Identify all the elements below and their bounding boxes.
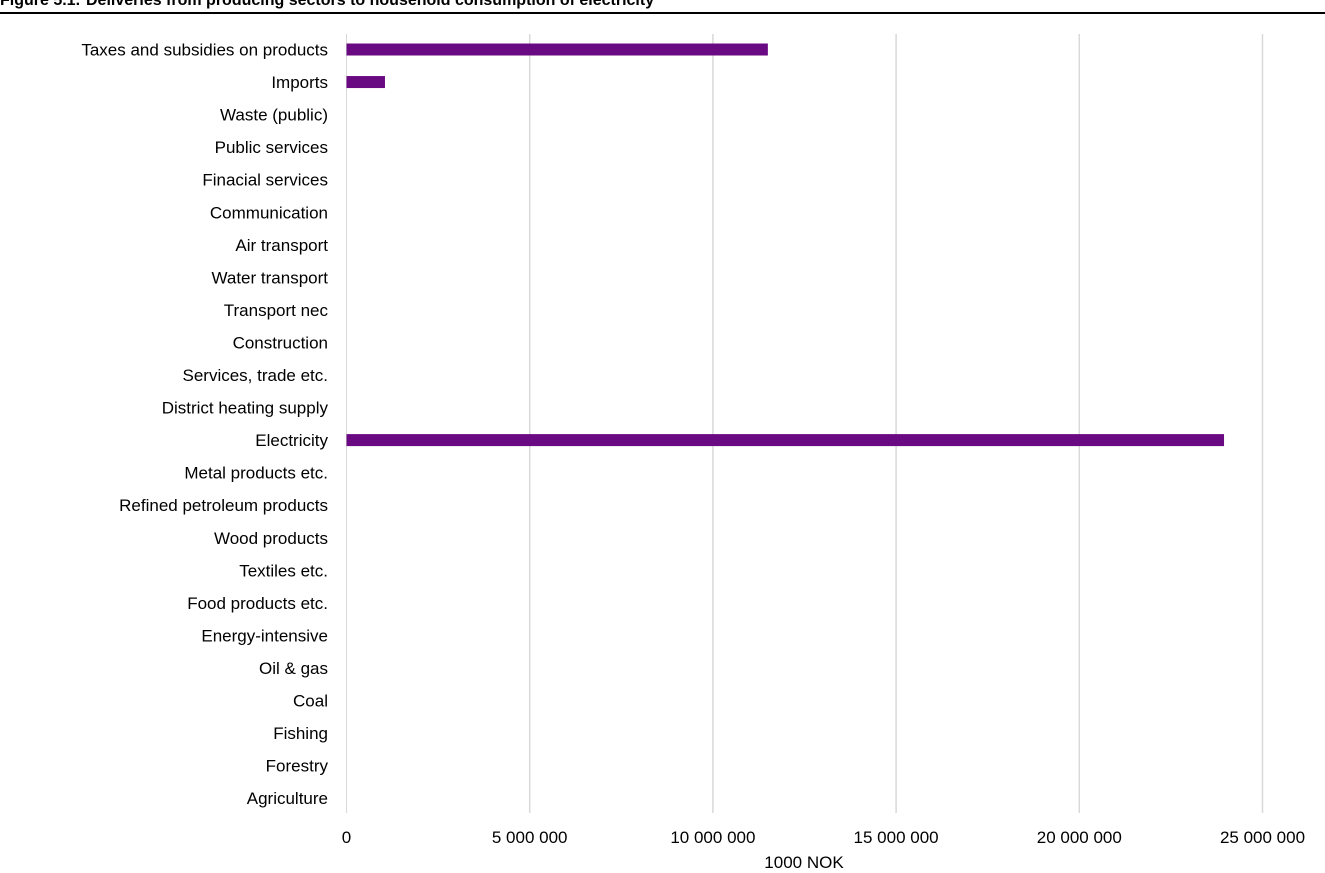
bars [346, 43, 1225, 447]
category-label: Air transport [235, 236, 328, 255]
category-labels: Taxes and subsidies on products Imports Wa… [81, 41, 328, 809]
x-axis-title: 1000 NOK [764, 853, 844, 872]
category-label: Services, trade etc. [182, 366, 328, 385]
category-label: Fishing [273, 724, 328, 743]
x-tick-label: 20 000 000 [1037, 828, 1122, 847]
category-label: Wood products [214, 529, 328, 548]
gridlines [346, 34, 1264, 813]
category-label: Forestry [266, 757, 329, 776]
category-label: Coal [293, 692, 328, 711]
figure-label: Figure 5.1. [0, 0, 81, 9]
category-label: Food products etc. [187, 594, 328, 613]
bar [346, 434, 1225, 447]
figure-caption: Figure 5.1. Deliveries from producing sec… [0, 0, 1325, 12]
category-label: Taxes and subsidies on products [81, 41, 328, 60]
x-tick-label: 15 000 000 [854, 828, 939, 847]
bar [346, 76, 385, 89]
caption-rule [0, 12, 1325, 14]
category-label: Communication [210, 203, 328, 222]
category-label: Imports [271, 73, 328, 92]
category-label: Oil & gas [259, 659, 328, 678]
category-label: Finacial services [202, 171, 328, 190]
category-label: Water transport [211, 268, 328, 287]
x-tick-label: 25 000 000 [1220, 828, 1305, 847]
category-label: Energy-intensive [201, 626, 328, 645]
x-tick-label: 5 000 000 [492, 828, 568, 847]
category-label: Waste (public) [220, 106, 328, 125]
category-label: Refined petroleum products [119, 496, 328, 515]
category-label: Agriculture [247, 789, 328, 808]
bar [346, 43, 768, 56]
category-label: Textiles etc. [239, 561, 328, 580]
x-tick-label: 10 000 000 [670, 828, 755, 847]
x-tick-label: 0 [342, 828, 351, 847]
category-label: Construction [233, 333, 328, 352]
category-label: Public services [215, 138, 328, 157]
category-label: Electricity [255, 431, 328, 450]
category-label: Transport nec [224, 301, 329, 320]
category-label: Metal products etc. [184, 464, 328, 483]
figure-title: Deliveries from producing sectors to hou… [86, 0, 655, 9]
x-tick-labels: 0 5 000 000 10 000 000 15 000 000 20 000 000… [342, 828, 1305, 847]
category-label: District heating supply [162, 399, 329, 418]
